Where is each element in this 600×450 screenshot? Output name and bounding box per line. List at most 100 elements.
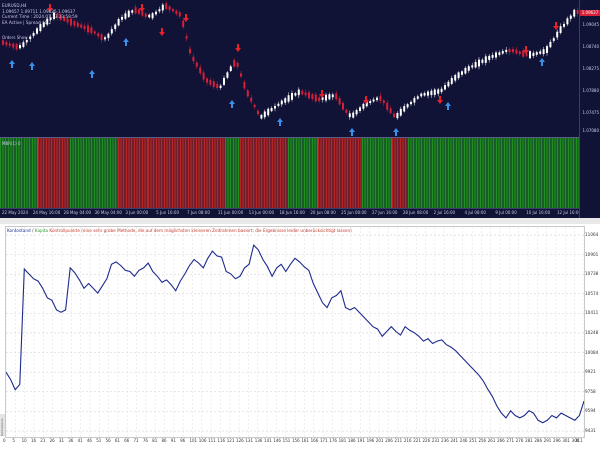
candle-body: [15, 44, 18, 50]
indicator-bar: [403, 138, 405, 209]
candle-body: [396, 113, 399, 119]
candle-body: [539, 51, 542, 54]
candle-body: [467, 66, 470, 71]
candlestick-chart[interactable]: [0, 0, 580, 137]
side-tab-label[interactable]: Kontostand-Export: [0, 414, 5, 436]
indicator-subwindow[interactable]: [0, 137, 581, 209]
x-tick-label: 121: [226, 438, 235, 443]
candle-body: [178, 12, 181, 17]
balance-graph-plot: [5, 226, 585, 438]
indicator-bar: [491, 138, 493, 209]
x-tick-label: 286: [534, 438, 543, 443]
candle-body: [535, 52, 538, 55]
indicator-bar: [223, 138, 225, 209]
indicator-bar: [36, 138, 38, 209]
indicator-bar: [98, 138, 100, 209]
indicator-bar: [152, 138, 154, 209]
indicator-bar: [165, 138, 167, 209]
indicator-bar: [275, 138, 277, 209]
x-tick-label: 91: [170, 438, 176, 443]
candle-body: [461, 71, 463, 75]
indicator-bar: [234, 138, 236, 209]
indicator-bar: [322, 138, 324, 209]
balance-x-axis: 0 5 10 16 21 26 31 36 41 46 51 56 61 66 71 76 81 86 91 96 10…: [3, 437, 583, 450]
candle-body: [447, 81, 450, 87]
indicator-bar: [231, 138, 233, 209]
indicator-bar: [233, 138, 235, 209]
indicator-bar: [489, 138, 491, 209]
indicator-bar: [121, 138, 123, 209]
indicator-bar: [54, 138, 56, 209]
indicator-bar: [560, 138, 562, 209]
candle-body: [195, 62, 198, 67]
indicator-bar: [381, 138, 383, 209]
indicator-bar: [265, 138, 267, 209]
indicator-bar: [0, 138, 2, 209]
indicator-bar: [207, 138, 209, 209]
indicator-bar: [532, 138, 534, 209]
indicator-bar: [342, 138, 344, 209]
candle-body: [314, 94, 317, 102]
indicator-bar: [273, 138, 275, 209]
price-axis[interactable]: 1.09637 1.09045 1.08740 1.08275 1.07880 1.07…: [579, 0, 600, 218]
x-tick-label: 76: [142, 438, 148, 443]
indicator-bar: [25, 138, 27, 209]
indicator-bar: [87, 138, 89, 209]
panel-divider: [0, 218, 600, 224]
candle-body: [66, 18, 69, 23]
candle-body: [355, 109, 358, 115]
indicator-bar: [178, 138, 180, 209]
indicator-bar: [63, 138, 65, 209]
x-tick-label: 36: [68, 438, 74, 443]
indicator-bar: [373, 138, 375, 209]
ea-status-label: EA Active | Spread : 0.2: [2, 19, 52, 25]
x-tick-label: 171: [319, 438, 328, 443]
indicator-bar: [389, 138, 391, 209]
indicator-bar: [304, 138, 306, 209]
indicator-bar: [81, 138, 83, 209]
sell-arrow-icon: [183, 14, 189, 22]
x-tick-label: 236: [441, 438, 449, 443]
indicator-bar: [22, 138, 24, 209]
x-tick-label: 266: [497, 438, 505, 443]
indicator-bar: [243, 138, 245, 209]
indicator-bar: [62, 138, 64, 209]
indicator-bar: [276, 138, 278, 209]
indicator-bar: [497, 138, 499, 209]
indicator-bar: [208, 138, 210, 209]
indicator-bar: [89, 138, 91, 209]
indicator-bar: [76, 138, 78, 209]
indicator-bar: [159, 138, 161, 209]
x-tick-label: 226: [422, 438, 431, 443]
indicator-bar: [47, 138, 49, 209]
candle-body: [406, 104, 409, 108]
indicator-bar: [38, 138, 40, 209]
indicator-bar: [396, 138, 398, 209]
candle-body: [569, 15, 572, 19]
indicator-bar: [537, 138, 539, 209]
buy-arrow-icon: [123, 38, 129, 46]
candle-body: [73, 21, 76, 26]
indicator-bar: [368, 138, 370, 209]
candle-body: [304, 92, 307, 96]
indicator-bar: [183, 138, 185, 209]
candle-body: [365, 100, 368, 107]
indicator-histogram: [0, 138, 581, 209]
indicator-bar: [548, 138, 550, 209]
legend-balance: Kontostand: [7, 228, 31, 233]
indicator-bar: [467, 138, 469, 209]
candle-body: [573, 9, 576, 17]
x-tick-label: 136: [254, 438, 263, 443]
indicator-bar: [220, 138, 222, 209]
x-tick-label: 141: [264, 438, 272, 443]
indicator-bar: [167, 138, 169, 209]
indicator-bar: [86, 138, 88, 209]
indicator-bar: [146, 138, 148, 209]
candle-body: [433, 89, 436, 95]
candle-body: [552, 38, 555, 41]
indicator-bar: [105, 138, 107, 209]
price-chart-window[interactable]: EURUSD,H4 1.09657 1.09711 1.09625 1.0963…: [0, 0, 600, 218]
indicator-bar: [46, 138, 48, 209]
indicator-bar: [523, 138, 525, 209]
indicator-bar: [191, 138, 193, 209]
